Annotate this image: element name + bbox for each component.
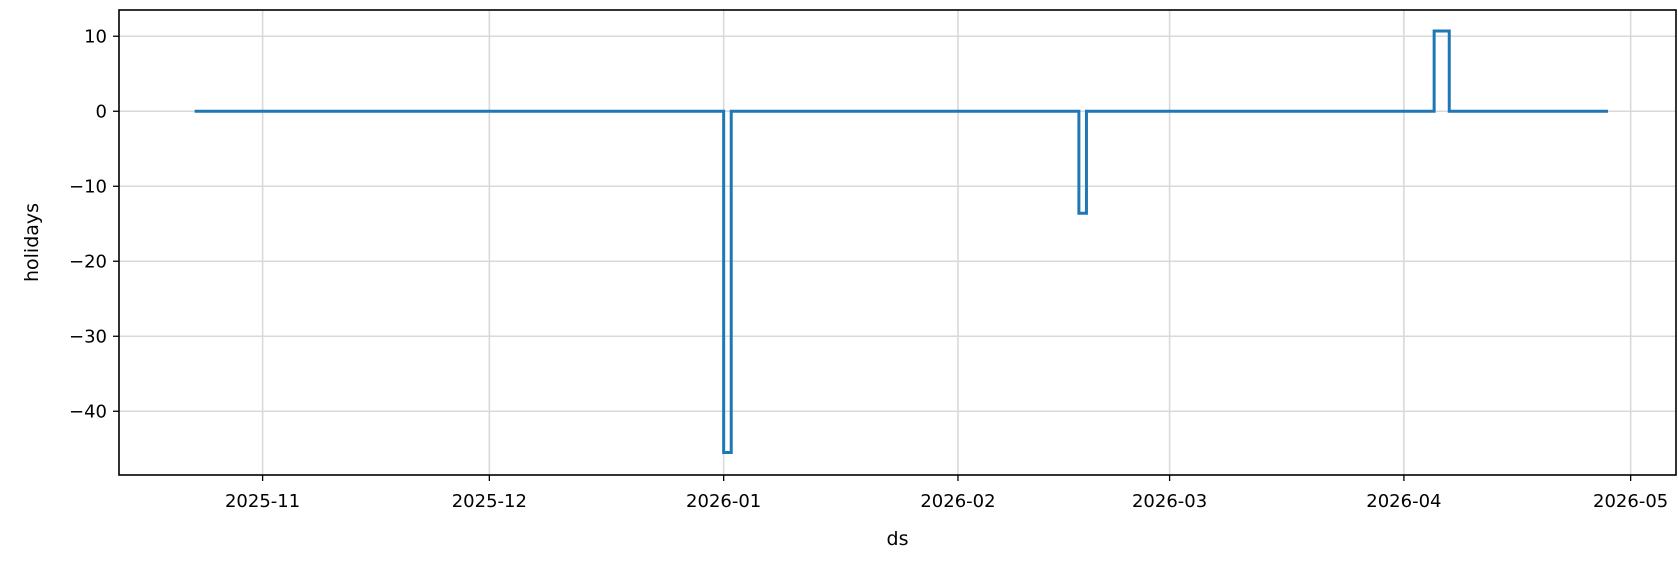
x-tick-label: 2025-12	[452, 491, 527, 512]
y-tick-label: −10	[69, 176, 107, 197]
series-layer	[194, 29, 1608, 454]
y-tick-label: −40	[69, 401, 107, 422]
x-axis-label: ds	[887, 528, 909, 550]
x-tick-label: 2025-11	[225, 491, 300, 512]
y-tick-label: 10	[84, 26, 107, 47]
y-tick-label: −20	[69, 251, 107, 272]
x-tick-label: 2026-02	[920, 491, 995, 512]
y-tick-label: −30	[69, 326, 107, 347]
axis-ticks: 2025-11 2025-12 2026-01 2026-02 2026-03 2026-…	[69, 26, 1668, 512]
x-tick-label: 2026-05	[1593, 491, 1668, 512]
x-tick-label: 2026-04	[1366, 491, 1441, 512]
plot-frame	[118, 9, 1677, 476]
x-tick-label: 2026-03	[1132, 491, 1207, 512]
grid-lines	[119, 10, 1676, 475]
y-tick-label: 0	[96, 101, 107, 122]
y-axis-label: holidays	[21, 203, 43, 282]
x-tick-label: 2026-01	[686, 491, 761, 512]
series-line-0	[194, 29, 1608, 454]
